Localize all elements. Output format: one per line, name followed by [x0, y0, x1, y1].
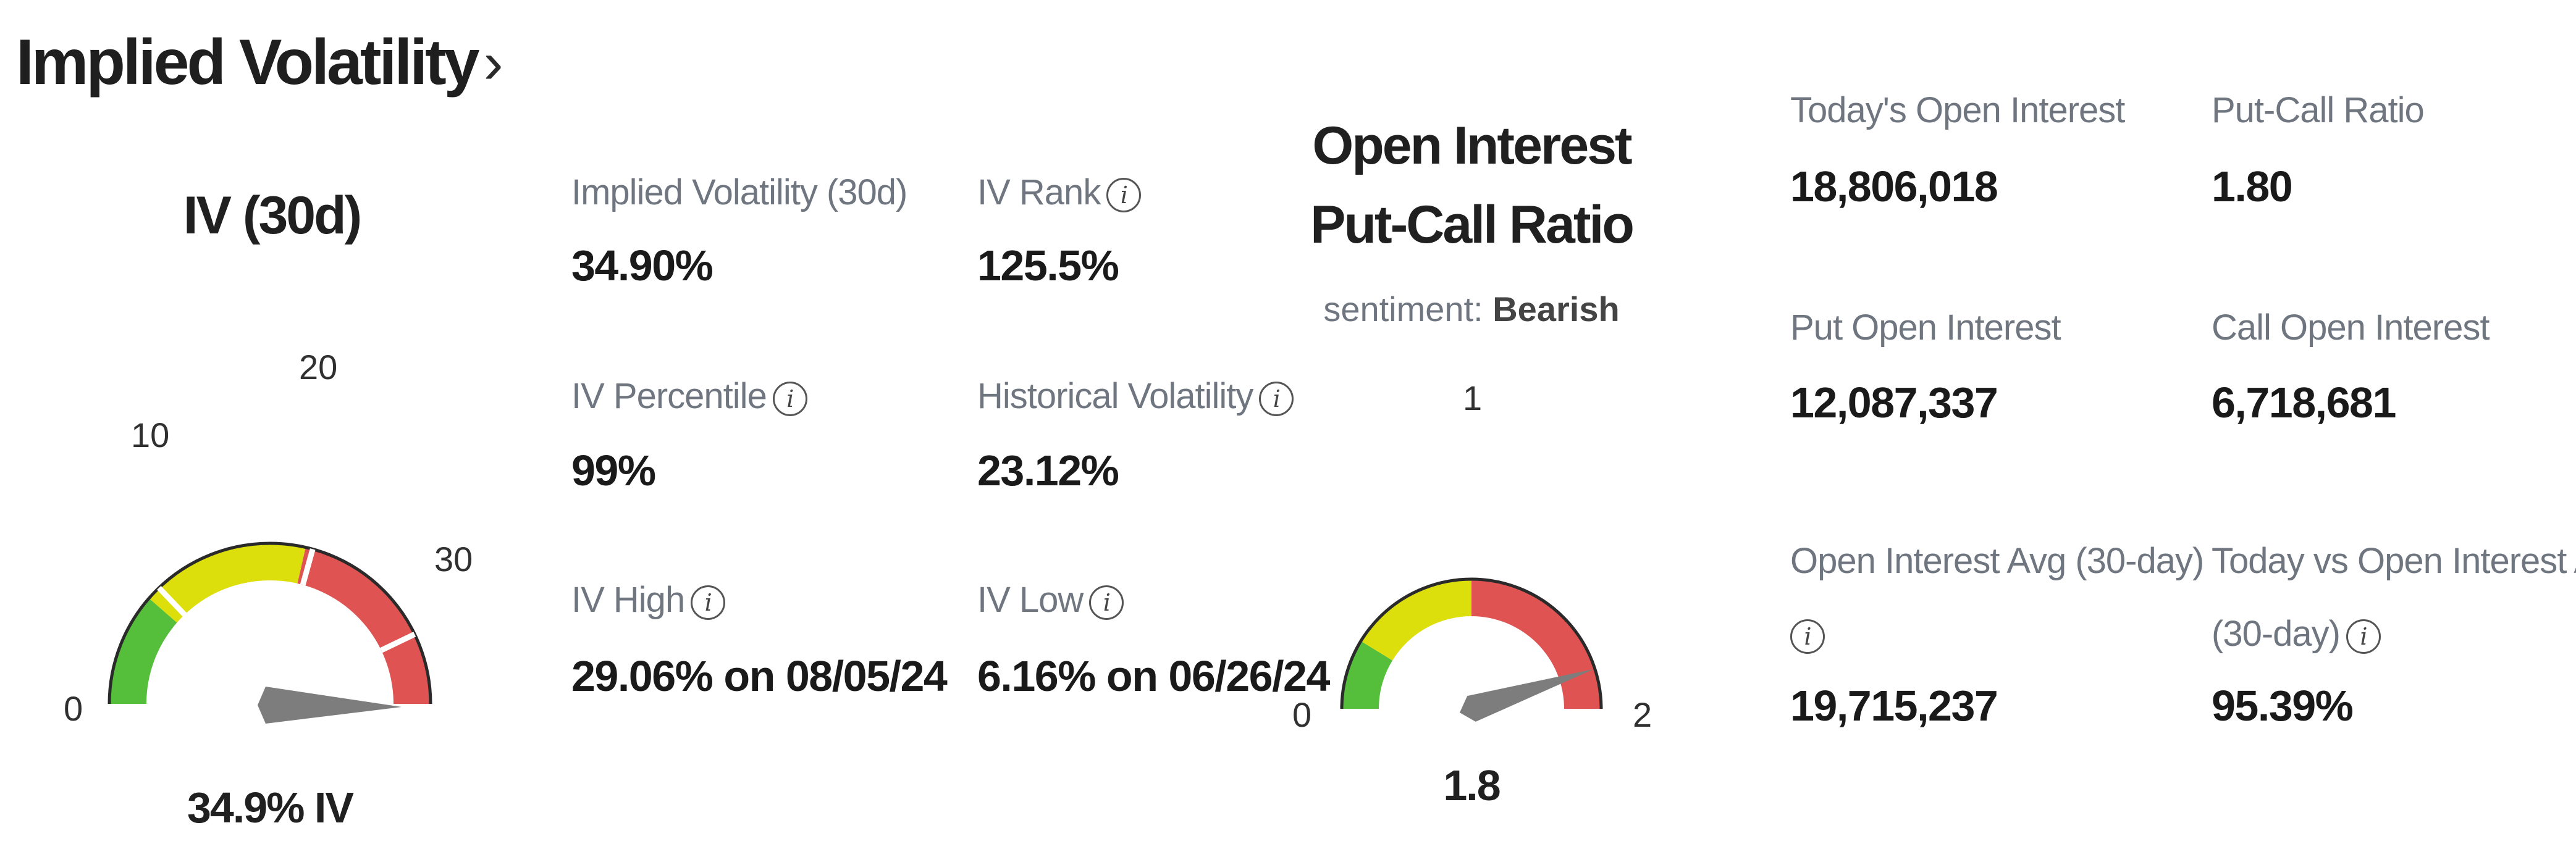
stat-label-iv-rank: IV Rank i: [977, 172, 1142, 213]
info-icon[interactable]: i: [1259, 381, 1294, 416]
pcr-gauge-band-yellow: [1360, 579, 1471, 661]
oi-value-pcr: 1.80: [2212, 162, 2293, 211]
iv-gauge-needle: [258, 687, 402, 724]
oi-value-put: 12,087,337: [1790, 378, 1998, 427]
iv-gauge-band-yellow: [149, 543, 306, 623]
iv-gauge-title: IV (30d): [183, 186, 363, 245]
oi-value-avg: 19,715,237: [1790, 682, 1998, 730]
section-title: Implied Volatility: [16, 27, 480, 98]
pcr-gauge-title: Open Interest Put-Call Ratio: [1286, 106, 1657, 264]
stat-label-iv-high: IV High i: [571, 579, 726, 621]
info-icon[interactable]: i: [772, 381, 807, 416]
oi-label-call: Call Open Interest: [2212, 307, 2490, 348]
info-icon[interactable]: i: [1790, 619, 1825, 654]
pcr-gauge-needle: [1459, 669, 1594, 722]
iv-gauge-separators: [157, 548, 416, 653]
stat-value-historical-volatility: 23.12%: [977, 446, 1119, 495]
iv-gauge-outline: [107, 541, 432, 704]
sentiment-text: sentiment: Bearish: [1286, 289, 1657, 329]
pcr-title-line1: Open Interest: [1312, 116, 1632, 175]
oi-value-today-vs-avg: 95.39%: [2212, 682, 2354, 730]
info-icon[interactable]: i: [1089, 585, 1124, 620]
stat-label-iv-low: IV Low i: [977, 579, 1124, 621]
iv-gauge-separator-0: [157, 585, 187, 617]
iv-tick-10: 10: [131, 416, 170, 454]
pcr-gauge-band-green: [1342, 641, 1393, 709]
iv-tick-20: 20: [299, 348, 338, 387]
iv-gauge-band-red: [297, 547, 431, 704]
stat-label-iv30: Implied Volatility (30d): [571, 172, 907, 212]
oi-label-put: Put Open Interest: [1790, 307, 2061, 348]
pcr-title-line2: Put-Call Ratio: [1310, 195, 1635, 254]
stat-label-historical-volatility: Historical Volatility i: [977, 375, 1294, 417]
iv-gauge-separator-1: [300, 548, 316, 586]
chevron-right-icon: ›: [483, 29, 503, 96]
sentiment-value: Bearish: [1492, 290, 1620, 328]
stat-label-iv-percentile: IV Percentile i: [571, 375, 807, 417]
stat-value-iv-rank: 125.5%: [977, 241, 1119, 290]
pcr-tick-0: 0: [1292, 695, 1312, 734]
section-heading-link[interactable]: Implied Volatility ›: [16, 26, 503, 99]
iv-gauge-reading: 34.9% IV: [187, 784, 354, 832]
info-icon[interactable]: i: [1106, 177, 1142, 212]
stat-value-iv-low: 6.16% on 06/26/24: [977, 652, 1330, 700]
sentiment-prefix: sentiment:: [1323, 290, 1483, 328]
iv-gauge-band-green: [109, 598, 177, 704]
pcr-gauge-reading: 1.8: [1443, 761, 1501, 809]
oi-value-today: 18,806,018: [1790, 162, 1998, 211]
iv-gauge-separator-2: [380, 632, 416, 653]
pcr-gauge-outline: [1340, 577, 1603, 709]
oi-label-today-vs-avg: Today vs Open Interest Avg (30-day)i: [2212, 541, 2576, 654]
oi-label-pcr: Put-Call Ratio: [2212, 90, 2425, 130]
info-icon[interactable]: i: [691, 585, 726, 620]
stat-value-iv30: 34.90%: [571, 241, 713, 290]
oi-label-avg: Open Interest Avg (30-day) i: [1790, 525, 2204, 671]
stat-value-iv-percentile: 99%: [571, 446, 656, 495]
pcr-tick-2: 2: [1633, 695, 1652, 734]
iv-tick-30: 30: [434, 540, 473, 579]
info-icon[interactable]: i: [2346, 619, 2381, 654]
oi-value-call: 6,718,681: [2212, 378, 2396, 427]
pcr-tick-1: 1: [1463, 378, 1483, 417]
stat-value-iv-high: 29.06% on 08/05/24: [571, 652, 948, 700]
oi-label-today: Today's Open Interest: [1790, 90, 2125, 130]
iv-tick-0: 0: [64, 689, 83, 728]
